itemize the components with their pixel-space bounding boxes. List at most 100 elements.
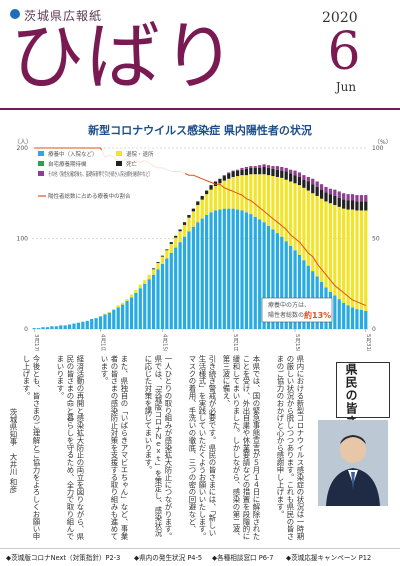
bar-segment — [227, 172, 231, 174]
bar-segment — [209, 189, 213, 213]
bar-segment — [85, 320, 89, 329]
greeting-column: 県内における新型コロナウイルス感染症の状況は一時期の厳しい状況から脱しつつありま… — [276, 355, 305, 540]
bar-segment — [187, 217, 191, 232]
bar-segment — [249, 214, 253, 329]
bar-segment — [107, 311, 111, 313]
bar-segment — [156, 262, 160, 270]
bar-segment — [182, 222, 187, 225]
issue-year: 2020 — [322, 10, 358, 26]
bar-segment — [337, 206, 341, 300]
greeting-column: 今後とも、皆さまのご理解とご協力をよろしくお願い申し上げます。 — [22, 355, 41, 540]
bar-segment — [289, 169, 293, 174]
greeting-column: また、県独自の「いばらきアマビエちゃん」など、事業者の皆さまの感染防止対策を支援… — [100, 355, 129, 540]
issue-month: 6 — [327, 22, 361, 82]
bar-segment — [174, 237, 178, 248]
bar-segment — [275, 176, 279, 234]
bar-segment — [231, 208, 235, 329]
bar-segment — [364, 310, 368, 329]
bar-segment — [315, 181, 319, 187]
bar-segment — [213, 186, 218, 211]
bar-segment — [359, 195, 363, 202]
bar-segment — [240, 210, 244, 329]
bar-segment — [37, 328, 41, 329]
bar-segment — [67, 324, 72, 329]
bar-segment — [253, 166, 257, 168]
bar-segment — [319, 184, 324, 190]
bar-segment — [337, 197, 341, 207]
bar-segment — [262, 164, 266, 168]
bar-segment — [191, 226, 195, 329]
legend-background — [35, 150, 185, 216]
bar-segment — [350, 194, 355, 201]
bar-segment — [293, 170, 297, 176]
bar-segment — [174, 247, 178, 329]
bar-segment — [249, 174, 253, 215]
bar-segment — [196, 222, 200, 329]
bar-segment — [160, 256, 165, 264]
bar-segment — [174, 235, 178, 238]
bar-segment — [275, 233, 279, 329]
bar-segment — [337, 299, 341, 329]
bar-segment — [319, 189, 324, 199]
bar-segment — [346, 209, 350, 306]
bar-segment — [182, 224, 187, 237]
bar-segment — [293, 175, 297, 184]
bar-segment — [94, 318, 98, 329]
bar-segment — [151, 274, 156, 329]
bar-segment — [121, 304, 125, 329]
bar-segment — [355, 195, 359, 202]
bar-segment — [284, 179, 288, 242]
legend-swatch — [116, 161, 122, 166]
bar-segment — [169, 242, 173, 244]
y2-tick-label: 50 — [372, 236, 380, 243]
legend-label: 退院・退所 — [126, 150, 154, 158]
bar-segment — [222, 180, 226, 209]
bar-segment — [319, 198, 324, 282]
x-tick-label: 3月17日 — [33, 334, 40, 351]
bar-segment — [333, 195, 337, 206]
bar-segment — [244, 175, 249, 213]
bar-segment — [328, 203, 333, 292]
bar-segment — [112, 309, 116, 310]
bar-segment — [297, 176, 302, 186]
bar-segment — [342, 199, 346, 209]
bar-segment — [90, 319, 94, 329]
bar-segment — [240, 175, 244, 211]
bar-segment — [289, 245, 293, 329]
bar-segment — [231, 171, 235, 177]
bar-segment — [200, 218, 204, 329]
footer-item-campaign[interactable]: ◆茨城応援キャンペーン P12 — [286, 554, 372, 562]
bar-segment — [289, 181, 293, 246]
bar-segment — [227, 173, 231, 179]
left-axis-unit: （人） — [14, 139, 32, 146]
bar-segment — [364, 195, 368, 202]
bar-segment — [160, 255, 165, 257]
bar-segment — [81, 321, 85, 329]
bar-segment — [342, 193, 346, 200]
bar-segment — [218, 209, 222, 329]
logo-dot-icon — [10, 9, 20, 19]
y2-tick-label: 0 — [372, 326, 376, 333]
bar-segment — [138, 284, 142, 289]
issue-month-abbr: Jun — [335, 80, 357, 94]
bar-segment — [178, 242, 182, 329]
bar-segment — [244, 212, 249, 329]
bar-segment — [342, 302, 346, 329]
footer-item-next[interactable]: ◆茨城版コロナNext（対策指針）P2-3 — [6, 554, 121, 562]
bar-segment — [324, 201, 328, 288]
bar-segment — [209, 185, 213, 190]
annotation-text: 陽性者総数の — [268, 311, 304, 319]
annotation-value: 約13% — [304, 310, 331, 320]
bar-segment — [275, 166, 279, 170]
bar-segment — [200, 199, 204, 219]
bar-segment — [98, 316, 103, 329]
bar-segment — [213, 210, 218, 329]
legend-label: 死亡 — [126, 160, 138, 168]
bar-segment — [311, 193, 315, 272]
bar-segment — [306, 181, 310, 191]
bar-segment — [355, 309, 359, 329]
bar-segment — [262, 167, 266, 175]
footer-item-consult[interactable]: ◆各種相談窓口 P6-7 — [212, 554, 274, 562]
footer-item-status[interactable]: ◆県内の発生状況 P4-5 — [134, 554, 203, 562]
bar-segment — [333, 295, 337, 329]
